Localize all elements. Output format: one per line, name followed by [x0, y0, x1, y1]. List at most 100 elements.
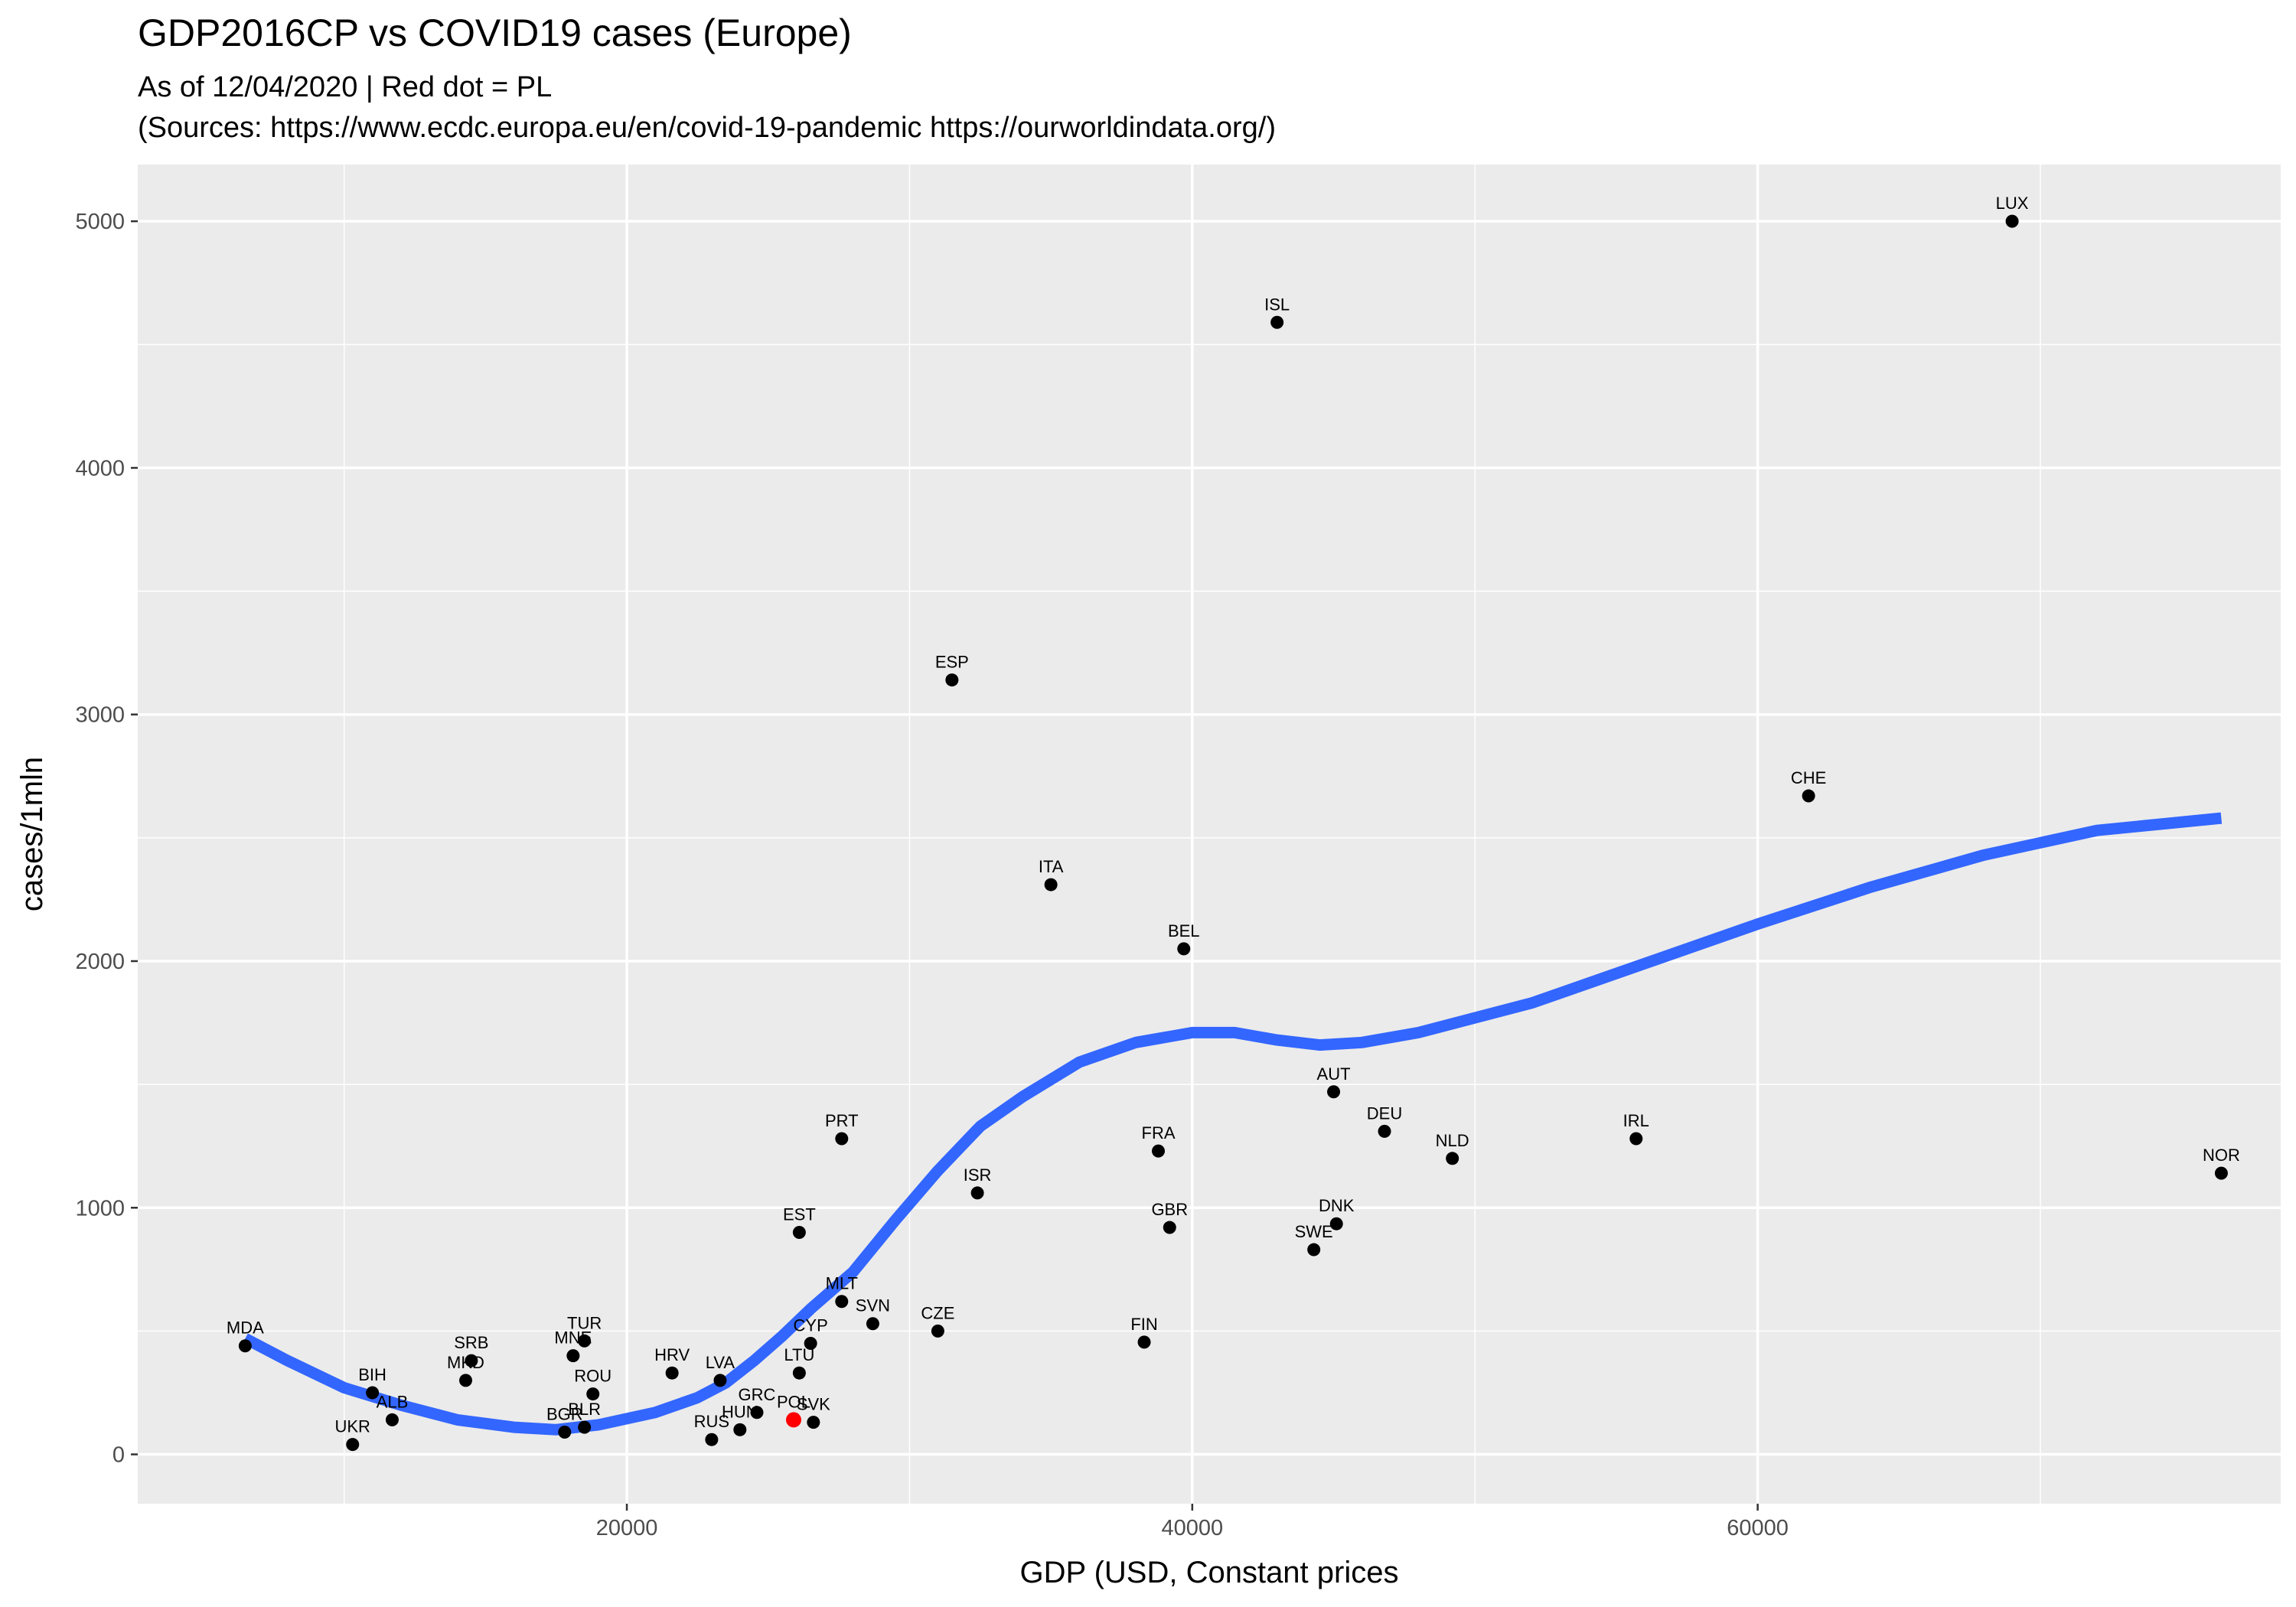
- grid-major: [138, 165, 2281, 1504]
- points-layer: [238, 214, 2228, 1452]
- data-label-srb: SRB: [454, 1333, 488, 1352]
- data-point-prt: [835, 1132, 849, 1146]
- data-point-gbr: [1163, 1221, 1176, 1234]
- x-tick-label: 40000: [1162, 1516, 1224, 1540]
- data-point-rou: [586, 1387, 600, 1401]
- data-point-mkd: [458, 1374, 472, 1387]
- data-label-nld: NLD: [1436, 1131, 1469, 1150]
- data-point-mlt: [835, 1295, 849, 1309]
- data-label-alb: ALB: [377, 1392, 409, 1411]
- data-point-irl: [1629, 1132, 1643, 1146]
- data-point-rus: [705, 1433, 719, 1446]
- data-point-est: [792, 1225, 806, 1239]
- data-point-grc: [750, 1406, 764, 1420]
- data-label-cyp: CYP: [794, 1316, 828, 1335]
- data-label-bel: BEL: [1168, 921, 1200, 940]
- data-label-grc: GRC: [739, 1385, 776, 1404]
- data-label-pol: POL: [777, 1392, 810, 1411]
- data-label-mlt: MLT: [826, 1274, 858, 1293]
- data-point-isl: [1270, 315, 1284, 329]
- data-point-che: [1802, 789, 1815, 803]
- data-label-bih: BIH: [358, 1365, 386, 1384]
- data-label-isr: ISR: [964, 1165, 992, 1185]
- data-label-rus: RUS: [694, 1412, 729, 1431]
- chart-subtitle-line1: As of 12/04/2020 | Red dot = PL: [138, 71, 552, 103]
- data-label-svk: SVK: [797, 1395, 830, 1414]
- data-label-tur: TUR: [567, 1313, 602, 1332]
- data-label-ltu: LTU: [784, 1345, 814, 1364]
- y-axis: 0 1000 2000 3000 4000 5000: [75, 210, 138, 1468]
- data-point-bel: [1177, 942, 1191, 956]
- data-point-swe: [1307, 1243, 1321, 1257]
- data-label-hrv: HRV: [654, 1345, 690, 1364]
- x-tick-label: 20000: [596, 1516, 658, 1540]
- data-point-cyp: [804, 1337, 817, 1351]
- data-label-est: EST: [783, 1204, 816, 1224]
- data-label-dnk: DNK: [1319, 1196, 1355, 1215]
- data-point-tur: [578, 1334, 592, 1348]
- y-tick-label: 4000: [75, 456, 125, 481]
- data-point-lux: [2005, 214, 2019, 228]
- data-label-prt: PRT: [825, 1111, 859, 1130]
- data-point-srb: [465, 1354, 478, 1367]
- data-label-gbr: GBR: [1151, 1200, 1188, 1219]
- data-point-cze: [931, 1324, 944, 1338]
- plot-panel: [138, 165, 2281, 1504]
- data-label-ukr: UKR: [335, 1417, 370, 1436]
- data-label-svn: SVN: [856, 1296, 890, 1315]
- data-point-mne: [566, 1349, 580, 1363]
- data-label-cze: CZE: [921, 1303, 954, 1322]
- data-point-ukr: [346, 1438, 360, 1452]
- data-label-nor: NOR: [2203, 1146, 2240, 1165]
- data-label-blr: BLR: [568, 1400, 601, 1419]
- data-point-aut: [1327, 1085, 1341, 1099]
- chart-subtitle-line2: (Sources: https://www.ecdc.europa.eu/en/…: [138, 112, 1276, 144]
- x-axis-title: GDP (USD, Constant prices: [1020, 1556, 1399, 1589]
- data-point-fin: [1137, 1335, 1151, 1349]
- y-axis-title: cases/1mln: [15, 757, 49, 911]
- data-point-hrv: [665, 1366, 679, 1380]
- data-label-deu: DEU: [1367, 1103, 1402, 1123]
- data-point-deu: [1378, 1124, 1391, 1138]
- data-point-ita: [1044, 878, 1058, 892]
- data-label-lva: LVA: [706, 1353, 735, 1372]
- x-tick-label: 60000: [1727, 1516, 1789, 1540]
- y-tick-label: 3000: [75, 703, 125, 728]
- data-label-lux: LUX: [1996, 194, 2029, 213]
- data-label-fra: FRA: [1142, 1123, 1176, 1143]
- data-point-alb: [385, 1413, 399, 1426]
- y-tick-label: 5000: [75, 210, 125, 234]
- y-tick-label: 1000: [75, 1196, 125, 1221]
- data-point-fra: [1152, 1144, 1166, 1158]
- data-point-bih: [366, 1386, 380, 1400]
- data-label-aut: AUT: [1317, 1064, 1351, 1084]
- data-point-svk: [807, 1416, 820, 1429]
- data-point-dnk: [1329, 1217, 1343, 1231]
- data-point-isr: [970, 1186, 984, 1200]
- data-label-irl: IRL: [1623, 1111, 1649, 1130]
- data-label-che: CHE: [1791, 768, 1826, 787]
- data-point-bgr: [558, 1426, 572, 1439]
- data-point-blr: [578, 1420, 592, 1434]
- data-point-svn: [866, 1317, 879, 1331]
- x-axis: 20000 40000 60000: [596, 1504, 1789, 1540]
- data-point-nld: [1446, 1152, 1459, 1165]
- y-tick-label: 2000: [75, 950, 125, 974]
- data-point-pol: [785, 1412, 801, 1428]
- data-point-hun: [733, 1423, 747, 1436]
- data-point-mda: [238, 1339, 252, 1353]
- grid-minor: [138, 165, 2281, 1504]
- data-label-rou: ROU: [574, 1367, 612, 1386]
- data-label-mne: MNE: [554, 1328, 592, 1348]
- data-label-isl: ISL: [1264, 295, 1290, 314]
- data-label-mda: MDA: [227, 1319, 264, 1338]
- data-label-bgr: BGR: [546, 1405, 583, 1424]
- data-label-ita: ITA: [1039, 857, 1064, 876]
- data-point-ltu: [792, 1366, 806, 1380]
- data-point-lva: [713, 1374, 727, 1387]
- y-tick-label: 0: [113, 1443, 125, 1468]
- data-label-swe: SWE: [1295, 1222, 1333, 1241]
- data-label-fin: FIN: [1130, 1315, 1157, 1334]
